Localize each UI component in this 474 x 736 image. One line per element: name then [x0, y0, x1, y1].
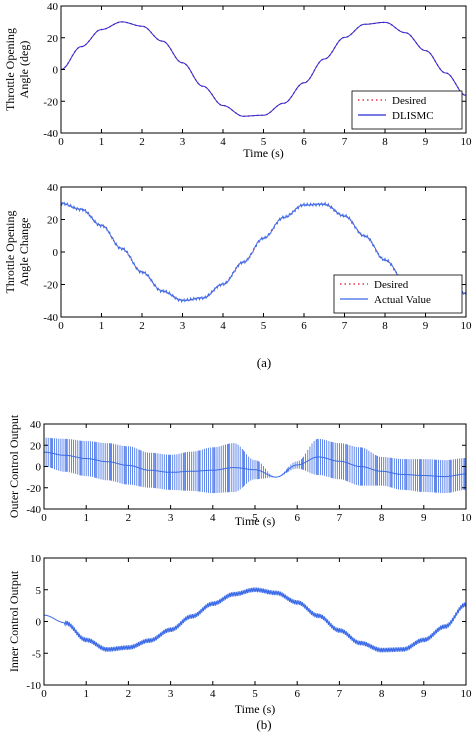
plot-frame [43, 557, 467, 686]
y-tick-label: -20 [43, 280, 58, 292]
x-tick-label: 0 [58, 136, 64, 148]
x-tick-label: 3 [180, 320, 186, 332]
y-axis-label-line1: Throttle Opening [3, 28, 17, 111]
y-axis-label-line2: Angle Change [17, 218, 31, 287]
y-axis-label: Outer Control Output [7, 414, 21, 518]
x-tick-label: 4 [210, 688, 216, 700]
plot-area [44, 437, 466, 494]
legend-label: DLISMC [392, 110, 434, 122]
series-line [44, 587, 466, 653]
x-tick-label: 5 [252, 688, 258, 700]
legend-box [333, 274, 463, 314]
x-tick-label: 8 [379, 688, 385, 700]
y-tick-label: 20 [47, 33, 59, 45]
x-tick-label: 5 [261, 320, 267, 332]
y-tick-label: 40 [47, 1, 59, 13]
x-tick-label: 3 [168, 688, 174, 700]
y-tick-label: -40 [43, 128, 58, 140]
chart-4: 0 1 2 3 4 5 6 7 8 9 10 10 5 0 -5 -10 Time (s) Inner Contr… [7, 553, 472, 716]
x-tick-label: 10 [461, 512, 473, 524]
x-tick-label: 10 [461, 320, 473, 332]
chart-3: 0 1 2 3 4 5 6 7 8 9 10 40 20 0 -20 -40 Time (s) Outer Con… [7, 414, 472, 528]
x-tick-label: 8 [379, 512, 385, 524]
legend: Desired DLISMC [351, 90, 463, 130]
y-tick-label: 0 [36, 462, 42, 474]
legend-label: Desired [374, 279, 409, 291]
x-tick-label: 1 [83, 512, 89, 524]
plot-area [61, 21, 466, 117]
y-tick-label: 40 [47, 182, 59, 194]
x-tick-label: 8 [382, 320, 388, 332]
x-tick-label: 2 [139, 136, 145, 148]
y-tick-label: 40 [30, 419, 42, 431]
x-axis-label: Time (s) [235, 702, 276, 716]
x-tick-label: 9 [423, 320, 429, 332]
x-tick-label: 5 [252, 512, 258, 524]
y-tick-label: 20 [47, 215, 59, 227]
x-tick-label: 0 [41, 688, 47, 700]
y-tick-label: -40 [43, 312, 58, 324]
x-tick-label: 0 [41, 512, 47, 524]
y-tick-label: -10 [26, 680, 41, 692]
y-tick-label: -40 [26, 504, 41, 516]
x-tick-label: 0 [58, 320, 64, 332]
panel-label-a: (a) [257, 355, 271, 370]
series-line [61, 21, 466, 117]
x-tick-label: 6 [294, 512, 300, 524]
x-tick-label: 2 [126, 512, 132, 524]
x-tick-label: 9 [423, 136, 429, 148]
y-tick-label: 0 [36, 617, 42, 629]
y-tick-label: 10 [30, 553, 42, 565]
y-tick-label: 5 [36, 585, 42, 597]
y-tick-label: -5 [32, 648, 42, 660]
x-tick-label: 6 [301, 136, 307, 148]
x-tick-label: 4 [220, 136, 226, 148]
y-tick-label: -20 [26, 483, 41, 495]
x-tick-label: 1 [99, 136, 105, 148]
x-tick-label: 1 [99, 320, 105, 332]
x-tick-label: 10 [461, 136, 473, 148]
x-tick-label: 1 [83, 688, 89, 700]
x-tick-label: 6 [294, 688, 300, 700]
x-tick-label: 7 [337, 688, 343, 700]
x-tick-label: 7 [342, 320, 348, 332]
plot-area [44, 587, 466, 653]
x-tick-label: 9 [421, 688, 427, 700]
y-tick-label: -20 [43, 96, 58, 108]
x-tick-label: 2 [126, 688, 132, 700]
panel-label-b: (b) [256, 717, 271, 732]
y-tick-label: 20 [30, 440, 42, 452]
y-axis-label-line1: Throttle Opening [3, 211, 17, 294]
legend-box [351, 90, 463, 130]
x-tick-label: 10 [461, 688, 473, 700]
y-axis-label-line2: Angle (deg) [17, 41, 31, 99]
x-tick-label: 3 [168, 512, 174, 524]
x-axis-label: Time (s) [243, 146, 284, 160]
legend-label: Desired [392, 95, 427, 107]
x-tick-label: 4 [210, 512, 216, 524]
legend: Desired Actual Value [333, 274, 463, 314]
x-tick-label: 6 [301, 320, 307, 332]
x-tick-label: 3 [180, 136, 186, 148]
x-tick-label: 2 [139, 320, 145, 332]
x-tick-label: 7 [342, 136, 348, 148]
x-tick-label: 9 [421, 512, 427, 524]
series-band [44, 437, 466, 494]
legend-label: Actual Value [374, 294, 431, 306]
series-line [44, 451, 466, 478]
y-tick-label: 0 [53, 65, 59, 77]
y-tick-label: 0 [53, 247, 59, 259]
x-tick-label: 4 [220, 320, 226, 332]
y-axis-label: Inner Control Output [7, 570, 21, 672]
x-tick-label: 5 [261, 136, 267, 148]
x-tick-label: 7 [337, 512, 343, 524]
chart-1: 0 1 2 3 4 5 6 7 8 9 10 40 20 0 -20 -40 Time (s) Throttle … [3, 1, 472, 160]
x-tick-label: 8 [382, 136, 388, 148]
x-axis-label: Time (s) [235, 514, 276, 528]
